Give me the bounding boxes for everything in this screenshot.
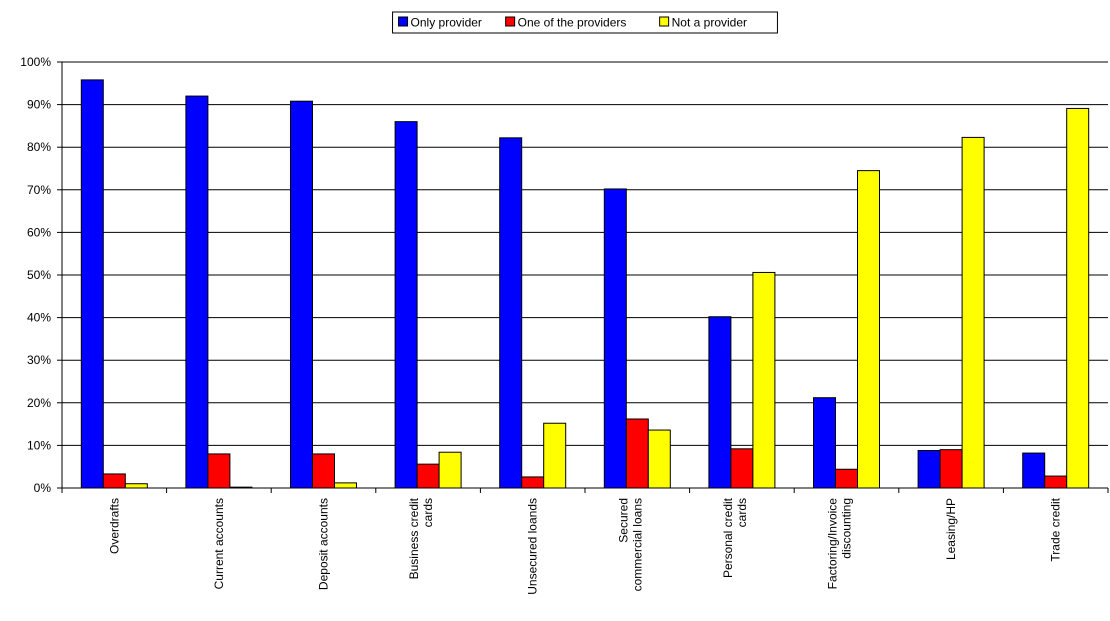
bar [1044,475,1068,489]
bar [290,100,313,489]
bar [229,486,253,489]
y-tick-label: 80% [27,140,51,154]
y-tick-label: 10% [27,438,51,452]
y-tick-label: 90% [27,98,51,112]
x-tick-label: Overdrafts [107,498,121,554]
x-tick-label: Factoring/Invoicediscounting [826,498,854,590]
bar [416,463,440,489]
y-tick-label: 0% [34,481,52,495]
bar [730,448,754,489]
x-tick-label: Unsecured loands [526,498,540,595]
bar [499,137,523,489]
x-tick-label: Deposit accounts [317,498,331,590]
y-tick-label: 70% [27,183,51,197]
bar [394,121,418,489]
bar [857,170,880,489]
bar [543,422,567,489]
bar [124,483,148,489]
bar [961,136,985,489]
legend-frame [392,11,778,34]
y-tick-label: 50% [27,268,51,282]
bar [334,482,357,489]
bar [102,473,126,489]
legend: Only provider One of the providers Not a p… [392,11,778,34]
bar [939,449,963,489]
bar [438,451,462,489]
bar [80,79,104,489]
y-tick-label: 30% [27,353,51,367]
bar [521,476,545,489]
x-tick-label: Business creditcards [407,497,435,579]
bar [625,418,649,489]
x-tick-label: Current accounts [212,498,226,589]
y-tick-label: 100% [20,55,51,69]
bar [835,468,858,489]
bar [647,429,671,489]
x-tick-label: Securedcommercial loans [616,498,644,591]
bar [813,397,836,489]
legend-swatch [659,16,670,27]
bar [312,453,335,489]
bar [708,316,732,489]
x-tick-label: Trade credit [1049,497,1063,561]
bar [1022,452,1046,489]
y-tick-label: 40% [27,311,51,325]
bar [1066,107,1090,489]
bar [752,271,776,489]
bar [917,450,941,489]
y-tick-label: 60% [27,225,51,239]
x-tick-label: Personal creditcards [721,497,749,578]
x-tick-label: Leasing/HP [944,498,958,560]
bar [185,95,209,489]
legend-label: Only provider [411,16,482,30]
legend-label: Not a provider [672,16,747,30]
legend-swatch [398,16,409,27]
legend-label: One of the providers [518,16,627,30]
legend-swatch [505,16,516,27]
bar [603,188,627,489]
y-tick-label: 20% [27,396,51,410]
bar [207,453,231,489]
